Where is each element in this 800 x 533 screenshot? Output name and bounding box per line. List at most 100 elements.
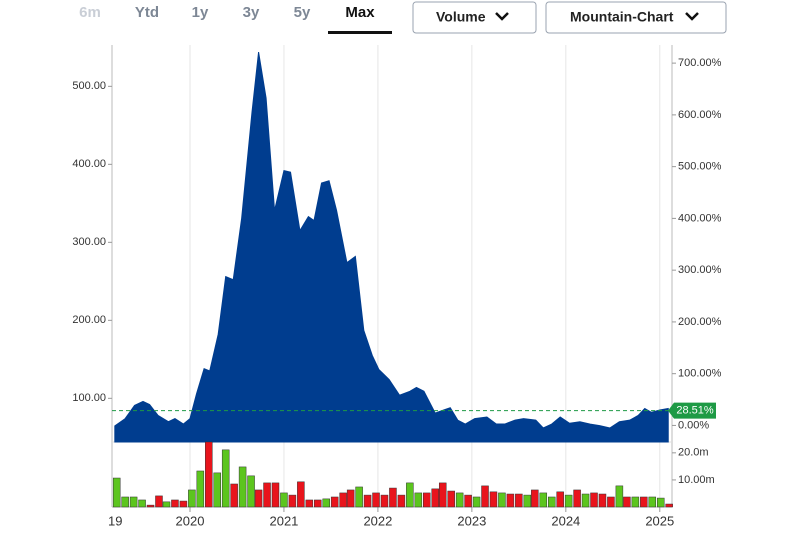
volume-bar	[397, 494, 406, 508]
dropdown-label[interactable]: Mountain-Chart	[570, 9, 674, 25]
volume-bar	[648, 496, 657, 508]
volume-bar	[280, 492, 288, 508]
volume-bar	[573, 489, 581, 508]
tab-underline	[328, 31, 392, 34]
volume-bar	[489, 491, 498, 508]
volume-bar	[263, 482, 271, 508]
volume-bar	[506, 493, 515, 508]
volume-bar	[414, 492, 423, 508]
volume-bar	[539, 492, 548, 508]
reference-label: 28.51%	[676, 405, 714, 417]
tab[interactable]: 5y	[294, 4, 311, 21]
y-tick-label: 200.00	[72, 314, 106, 326]
y2-tick-label: 600.00%	[678, 109, 722, 121]
volume-bar	[423, 492, 431, 508]
volume-bar	[288, 494, 297, 508]
volume-bar	[254, 489, 263, 508]
tab[interactable]: Max	[345, 4, 375, 21]
volume-bar	[314, 499, 322, 508]
volume-bar	[406, 482, 414, 508]
y2-tick-label: 400.00%	[678, 212, 722, 224]
volume-bar	[547, 496, 556, 508]
volume-bar	[271, 482, 280, 508]
volume-bar	[213, 472, 221, 508]
volume-bar	[138, 499, 146, 508]
x-tick-label: 2022	[363, 513, 392, 528]
y2-tick-label: 700.00%	[678, 57, 722, 69]
volume-bar	[455, 492, 464, 508]
tab[interactable]: Ytd	[135, 4, 159, 21]
volume-bar	[380, 494, 389, 508]
volume-bar	[438, 482, 447, 508]
volume-bar	[623, 496, 631, 508]
volume-bar	[129, 496, 138, 508]
volume-bar	[515, 493, 523, 508]
volume-bar	[556, 491, 564, 508]
volume-bar	[330, 496, 339, 508]
volume-bar	[464, 494, 472, 508]
volume-bar	[363, 494, 372, 508]
volume-bar	[615, 485, 624, 508]
price-area	[114, 51, 669, 443]
volume-bar	[230, 483, 238, 508]
volume-bar	[531, 489, 539, 508]
volume-bar	[171, 499, 179, 508]
x-tick-label: 2023	[457, 513, 486, 528]
volume-bar	[297, 481, 305, 508]
volume-bar	[523, 494, 532, 508]
volume-dropdown[interactable]	[412, 1, 537, 34]
chart-type-dropdown[interactable]	[545, 1, 727, 34]
y-tick-label: 300.00	[72, 236, 106, 248]
volume-bar	[631, 496, 640, 508]
reference-badge	[668, 402, 716, 419]
y2-tick-label: 10.00m	[678, 474, 715, 486]
volume-bar	[247, 475, 255, 508]
chevron	[685, 12, 699, 21]
x-tick-label: 2025	[645, 513, 674, 528]
volume-bar	[155, 495, 163, 508]
volume-bar	[372, 492, 380, 508]
volume-bar	[447, 490, 455, 508]
y2-tick-label: 100.00%	[678, 368, 722, 380]
volume-bar	[472, 496, 481, 508]
x-tick-label: 2024	[551, 513, 580, 528]
y-tick-label: 100.00	[72, 392, 106, 404]
tab[interactable]: 3y	[243, 4, 260, 21]
volume-bar	[179, 500, 188, 508]
volume-bar	[607, 496, 615, 508]
volume-bar	[564, 494, 573, 508]
volume-bar	[640, 496, 648, 508]
y2-tick-label: 20.0m	[678, 447, 709, 459]
y2-tick-label: 500.00%	[678, 161, 722, 173]
tab[interactable]: 6m	[79, 4, 101, 21]
volume-bar	[581, 493, 590, 508]
volume-bar	[162, 501, 171, 508]
dropdown-label[interactable]: Volume	[436, 9, 486, 25]
volume-bar	[121, 496, 129, 508]
volume-bar	[205, 441, 213, 508]
y2-tick-label: 0.00%	[678, 419, 709, 431]
volume-bar	[598, 493, 607, 508]
x-tick-label: 2021	[269, 513, 298, 528]
volume-bar	[221, 449, 230, 508]
volume-bar	[238, 466, 247, 508]
y-tick-label: 500.00	[72, 80, 106, 92]
volume-bar	[355, 486, 363, 508]
volume-bar	[188, 489, 196, 508]
volume-bar	[590, 492, 598, 508]
y2-tick-label: 200.00%	[678, 316, 722, 328]
chevron	[495, 12, 509, 21]
volume-bar	[498, 492, 506, 508]
x-tick-label: 2020	[176, 513, 205, 528]
y-tick-label: 400.00	[72, 158, 106, 170]
tab[interactable]: 1y	[192, 4, 209, 21]
volume-bar	[305, 499, 314, 508]
y2-tick-label: 300.00%	[678, 264, 722, 276]
x-tick-label: 19	[108, 513, 122, 528]
volume-bar	[346, 489, 355, 508]
volume-bar	[339, 492, 347, 508]
volume-bar	[431, 488, 439, 508]
volume-bar	[322, 498, 330, 508]
volume-bar	[389, 487, 397, 508]
